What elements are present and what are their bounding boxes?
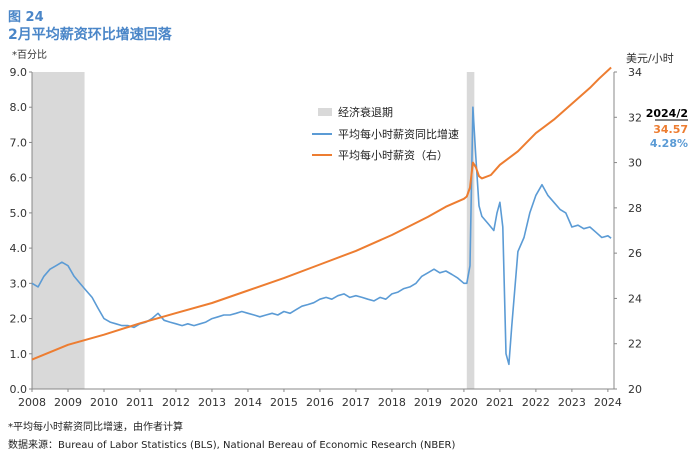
- right-tick-label-5: 30: [628, 157, 642, 170]
- footnote: *平均每小时薪资同比增速，由作者计算: [8, 422, 183, 433]
- left-tick-label-2: 2.0: [10, 313, 28, 326]
- legend-label-growth: 平均每小时薪资同比增速: [338, 127, 459, 141]
- right-axis-unit: 美元/小时: [626, 52, 674, 65]
- left-tick-label-1: 1.0: [10, 348, 28, 361]
- x-tick-label-9: 2017: [342, 396, 370, 409]
- right-tick-label-0: 20: [628, 383, 642, 396]
- x-tick-label-0: 2008: [18, 396, 46, 409]
- recession-bands: [32, 72, 475, 389]
- right-tick-label-7: 34: [628, 66, 642, 79]
- x-tick-label-14: 2022: [522, 396, 550, 409]
- x-tick-label-7: 2015: [270, 396, 298, 409]
- axes: 0.01.02.03.04.05.06.07.08.09.02022242628…: [10, 66, 643, 409]
- right-tick-label-3: 26: [628, 247, 642, 260]
- left-tick-label-3: 3.0: [10, 277, 28, 290]
- x-tick-label-10: 2018: [378, 396, 406, 409]
- series-line-wage-growth: [31, 106, 612, 366]
- right-tick-label-4: 28: [628, 202, 642, 215]
- right-tick-label-1: 22: [628, 338, 642, 351]
- x-tick-label-13: 2021: [486, 396, 514, 409]
- legend-swatch-recession: [318, 108, 332, 116]
- left-tick-label-5: 5.0: [10, 207, 28, 220]
- legend: 经济衰退期 平均每小时薪资同比增速 平均每小时薪资（右）: [312, 105, 459, 162]
- legend-label-recession: 经济衰退期: [338, 105, 393, 119]
- left-tick-label-9: 9.0: [10, 66, 28, 79]
- left-tick-label-0: 0.0: [10, 383, 28, 396]
- right-tick-label-6: 32: [628, 111, 642, 124]
- x-tick-label-8: 2016: [306, 396, 334, 409]
- x-tick-label-5: 2013: [198, 396, 226, 409]
- legend-label-wage: 平均每小时薪资（右）: [338, 148, 448, 162]
- x-tick-label-16: 2024: [594, 396, 622, 409]
- left-axis-unit: *百分比: [12, 50, 47, 61]
- recession-band-0: [32, 72, 85, 389]
- x-tick-label-15: 2023: [558, 396, 586, 409]
- left-tick-label-6: 6.0: [10, 172, 28, 185]
- annotation-date: 2024/2: [646, 107, 688, 120]
- x-tick-label-4: 2012: [162, 396, 190, 409]
- figure-label: 图 24: [8, 10, 44, 25]
- x-tick-label-3: 2011: [126, 396, 154, 409]
- left-tick-label-7: 7.0: [10, 136, 28, 149]
- right-tick-label-2: 24: [628, 292, 642, 305]
- series-line-hourly-wage: [31, 66, 612, 361]
- figure-title: 2月平均薪资环比增速回落: [8, 27, 172, 43]
- x-tick-label-1: 2009: [54, 396, 82, 409]
- x-tick-label-2: 2010: [90, 396, 118, 409]
- latest-annotation: 2024/2 34.57 4.28%: [646, 107, 688, 150]
- annotation-wage: 34.57: [653, 123, 688, 136]
- x-tick-label-11: 2019: [414, 396, 442, 409]
- left-tick-label-4: 4.0: [10, 242, 28, 255]
- annotation-growth: 4.28%: [650, 137, 688, 150]
- x-tick-label-6: 2014: [234, 396, 262, 409]
- x-tick-label-12: 2020: [450, 396, 478, 409]
- left-tick-label-8: 8.0: [10, 101, 28, 114]
- series-lines: [31, 66, 612, 366]
- source-note: 数据来源：Bureau of Labor Statistics (BLS), N…: [8, 440, 456, 451]
